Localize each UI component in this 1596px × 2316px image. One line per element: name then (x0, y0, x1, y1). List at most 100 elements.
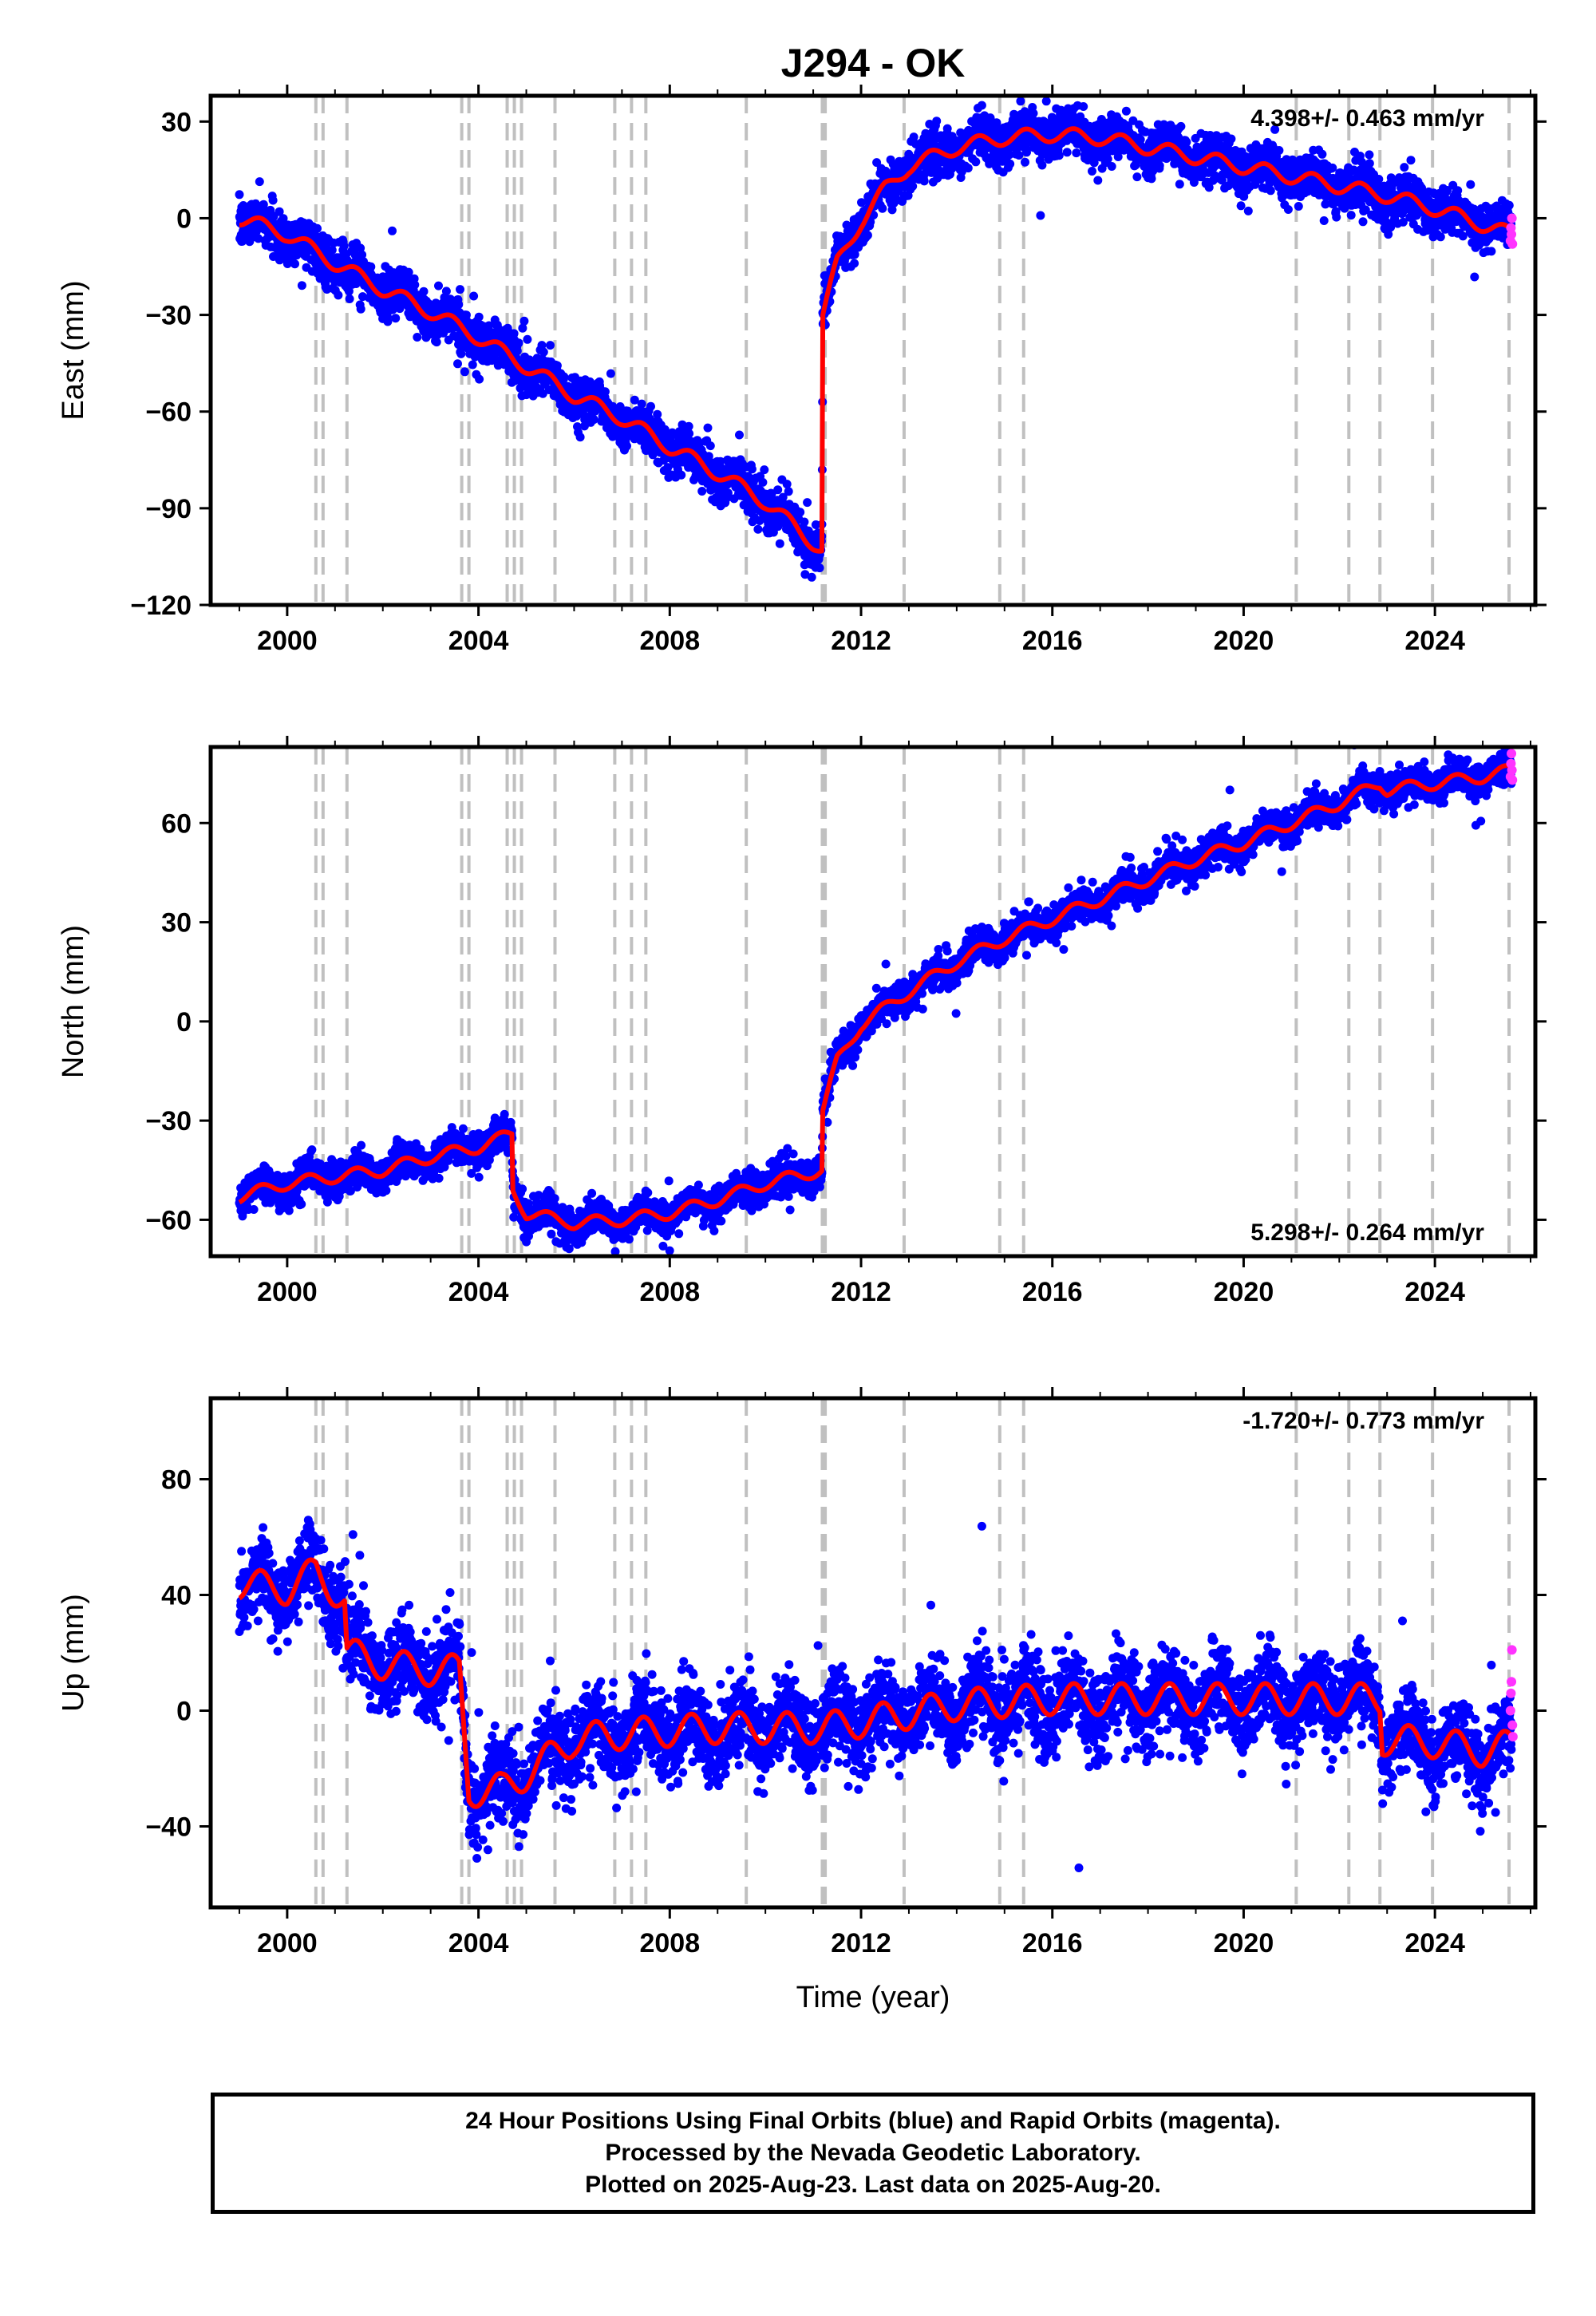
velocity-rate-label: 4.398+/- 0.463 mm/yr (1250, 105, 1484, 132)
data-point (275, 207, 284, 216)
data-point (1243, 206, 1253, 215)
data-point (1088, 167, 1096, 176)
data-point (887, 205, 897, 215)
data-point (803, 498, 812, 508)
data-point (1317, 149, 1327, 159)
data-point (327, 245, 337, 255)
data-point (1176, 121, 1186, 131)
data-point (878, 204, 887, 213)
data-point (454, 300, 464, 310)
data-point (863, 231, 872, 240)
data-point (345, 294, 354, 303)
y-tick-label: 30 (161, 107, 192, 137)
data-point (235, 190, 244, 200)
data-point (474, 312, 484, 322)
data-point (388, 305, 397, 314)
x-tick-label: 2024 (1404, 626, 1465, 656)
data-point (685, 429, 694, 438)
data-point (807, 572, 816, 582)
data-point (432, 338, 441, 347)
data-point (546, 341, 555, 350)
north-panel: 2000 2004 2008 2012 2016 2020 202460300−30−60N… (57, 736, 1547, 1307)
data-point (538, 389, 547, 398)
data-point (1029, 109, 1038, 118)
data-point (1132, 172, 1142, 182)
data-point (410, 280, 420, 290)
data-point (775, 539, 784, 548)
data-point (1365, 159, 1374, 168)
x-tick-label: 2020 (1214, 626, 1274, 656)
data-point (1227, 134, 1236, 144)
final-orbit-points (235, 97, 1516, 582)
data-point (800, 517, 809, 527)
data-point (630, 395, 639, 405)
data-point (1365, 150, 1374, 160)
data-point (453, 359, 462, 369)
data-point (1504, 200, 1514, 210)
east-panel: 2000 2004 2008 2012 2016 2020 2024300−30−60−90… (57, 85, 1547, 656)
data-point (268, 196, 278, 205)
data-point (356, 243, 365, 253)
y-tick-label: −90 (145, 494, 192, 524)
data-point (509, 329, 519, 338)
figure-title: J294 - OK (781, 41, 966, 85)
data-point (1294, 202, 1303, 211)
data-point (909, 132, 918, 142)
data-point (704, 452, 713, 461)
data-point (1487, 247, 1496, 256)
data-point (249, 1205, 259, 1214)
data-point (334, 290, 343, 300)
data-point (758, 477, 768, 487)
data-point (460, 367, 469, 377)
data-point (468, 360, 477, 370)
data-point (850, 250, 859, 259)
data-point (1470, 272, 1479, 282)
data-point (404, 267, 413, 277)
data-point (747, 464, 757, 474)
data-point (622, 441, 631, 451)
data-point (977, 101, 986, 110)
data-point (297, 281, 306, 290)
data-point (942, 124, 952, 133)
data-point (475, 374, 484, 384)
data-point (1005, 159, 1015, 168)
data-point (773, 485, 783, 495)
data-point (469, 291, 479, 301)
data-point (1054, 151, 1064, 160)
data-point (919, 176, 929, 186)
data-point (784, 487, 793, 496)
data-point (559, 372, 569, 381)
data-point (391, 314, 401, 323)
data-point (1406, 156, 1416, 165)
data-point (512, 346, 522, 356)
data-point (800, 570, 810, 579)
rapid-orbit-point (1507, 239, 1518, 249)
data-point (723, 488, 733, 498)
data-point (646, 401, 655, 411)
data-point (760, 465, 769, 475)
data-point (850, 259, 859, 268)
data-point (684, 421, 693, 431)
data-point (735, 430, 744, 440)
data-point (1072, 148, 1081, 158)
x-tick-label: 2000 (257, 626, 318, 656)
data-point (1107, 162, 1116, 171)
data-point (589, 415, 598, 425)
data-point (1319, 216, 1329, 225)
data-point (1079, 102, 1088, 111)
data-point (1062, 148, 1072, 157)
data-point (254, 234, 263, 243)
data-point (705, 441, 715, 451)
data-point (456, 349, 466, 358)
data-point (971, 157, 981, 167)
data-point (778, 492, 788, 502)
data-point (1283, 205, 1293, 214)
data-point (1332, 212, 1341, 222)
data-point (514, 338, 523, 348)
data-point (519, 316, 529, 326)
data-point (1466, 180, 1476, 189)
data-point (1014, 151, 1024, 160)
y-axis-label: East (mm) (57, 280, 90, 420)
data-point (523, 334, 532, 344)
final-orbit-points (235, 747, 1516, 1256)
